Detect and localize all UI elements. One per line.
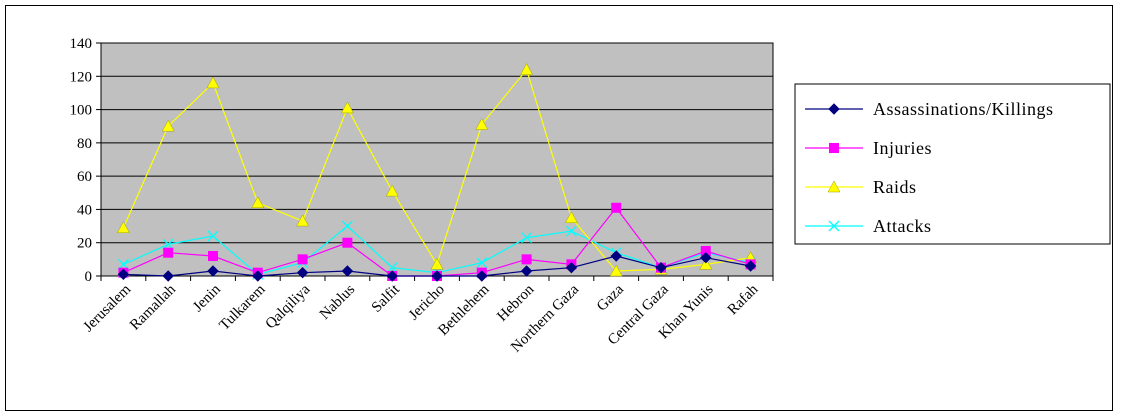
point xyxy=(251,196,265,209)
point xyxy=(827,180,841,193)
point xyxy=(655,261,667,274)
x-tick-label: Ramallah xyxy=(127,281,179,333)
point xyxy=(430,257,444,270)
point-stroke xyxy=(565,225,577,237)
x-tick-label: Qalqiliya xyxy=(263,281,314,332)
point xyxy=(341,220,353,232)
legend-item: Raids xyxy=(805,177,917,197)
point xyxy=(297,254,308,265)
point xyxy=(161,119,175,132)
point xyxy=(609,264,623,277)
point xyxy=(829,143,839,153)
legend-label: Raids xyxy=(873,177,917,197)
legend-item: Assassinations/Killings xyxy=(805,99,1054,119)
x-tick-label: Salfit xyxy=(369,281,404,316)
legend-label: Injuries xyxy=(873,138,932,158)
y-tick-label: 20 xyxy=(77,236,92,252)
plot-background xyxy=(100,42,774,277)
point xyxy=(476,257,488,269)
point xyxy=(207,265,219,277)
point-stroke xyxy=(207,230,219,242)
point xyxy=(208,251,218,262)
point xyxy=(565,225,577,237)
point xyxy=(163,247,174,258)
legend-label: Attacks xyxy=(873,216,931,236)
x-tick-label: Gaza xyxy=(594,281,627,314)
point-stroke xyxy=(476,257,488,269)
point xyxy=(520,265,533,277)
legend-item: Injuries xyxy=(805,138,932,158)
point xyxy=(385,184,399,197)
legend-box xyxy=(794,83,1111,245)
y-tick-label: 100 xyxy=(70,103,93,119)
point xyxy=(744,260,757,272)
series-group xyxy=(116,63,758,282)
point-stroke xyxy=(521,232,533,244)
point xyxy=(700,251,712,264)
point xyxy=(475,118,489,130)
y-tick-label: 40 xyxy=(77,202,92,218)
x-tick-label: Hebron xyxy=(494,281,537,324)
point xyxy=(431,270,443,282)
x-tick-label: Jericho xyxy=(406,282,448,324)
series-assassinations-killings xyxy=(117,250,757,282)
point xyxy=(611,202,622,213)
legend-label: Assassinations/Killings xyxy=(873,99,1054,119)
point xyxy=(476,270,488,282)
point xyxy=(341,265,354,277)
point-stroke xyxy=(341,220,353,232)
point-stroke xyxy=(828,220,840,232)
plot-area xyxy=(100,42,774,277)
y-tick-label: 80 xyxy=(77,136,92,152)
series-raids xyxy=(116,63,758,277)
point xyxy=(564,211,578,223)
x-tick-label: Tulkarem xyxy=(216,281,268,333)
x-tick-label: Rafah xyxy=(725,281,762,318)
x-tick-label: Jenin xyxy=(190,281,224,315)
y-tick-label: 140 xyxy=(70,36,93,52)
chart-frame: 0 20 40 60 80 100 120 140 Jerusalem Ramallah Jeni… xyxy=(5,5,1113,411)
point xyxy=(521,254,532,265)
point xyxy=(206,76,220,89)
point xyxy=(252,270,264,282)
point xyxy=(207,230,219,242)
point xyxy=(565,261,578,274)
point xyxy=(117,268,130,281)
point xyxy=(342,237,353,248)
point xyxy=(296,214,310,227)
point xyxy=(699,257,713,270)
y-tick-label: 60 xyxy=(77,169,92,185)
x-tick-label: Jerusalem xyxy=(80,281,134,335)
point xyxy=(520,63,534,75)
legend-item: Attacks xyxy=(805,216,931,236)
y-tick-label: 0 xyxy=(85,269,93,285)
legend: Assassinations/Killings Injuries Raids Atta… xyxy=(794,83,1111,245)
x-tick-label: Nablus xyxy=(317,281,358,322)
point xyxy=(162,270,174,282)
point xyxy=(521,232,533,244)
y-tick-label: 120 xyxy=(70,69,93,85)
point xyxy=(386,270,398,282)
point xyxy=(828,220,840,232)
point xyxy=(116,221,130,233)
point xyxy=(610,250,622,262)
point xyxy=(340,101,354,114)
point xyxy=(296,266,309,279)
y-axis: 0 20 40 60 80 100 120 140 xyxy=(70,36,102,285)
point xyxy=(828,103,840,115)
